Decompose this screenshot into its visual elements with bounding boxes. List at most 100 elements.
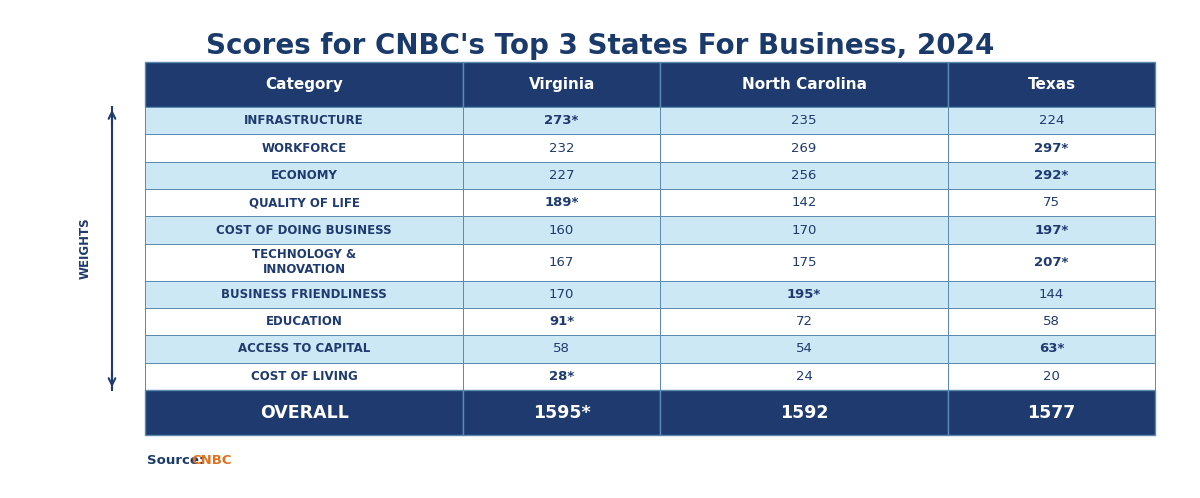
Bar bbox=[463, 244, 660, 281]
Bar bbox=[463, 308, 660, 335]
Bar bbox=[948, 134, 1154, 162]
Text: Category: Category bbox=[265, 77, 343, 92]
Text: COST OF DOING BUSINESS: COST OF DOING BUSINESS bbox=[216, 224, 392, 237]
Text: Virginia: Virginia bbox=[528, 77, 595, 92]
Text: 144: 144 bbox=[1039, 288, 1064, 301]
Bar bbox=[463, 62, 660, 107]
Text: 1577: 1577 bbox=[1027, 403, 1075, 421]
Bar bbox=[660, 62, 948, 107]
Text: 58: 58 bbox=[553, 343, 570, 356]
Bar bbox=[948, 244, 1154, 281]
Bar bbox=[660, 189, 948, 216]
Text: 142: 142 bbox=[791, 196, 817, 209]
Bar bbox=[948, 216, 1154, 244]
Text: 227: 227 bbox=[548, 169, 575, 182]
Text: INFRASTRUCTURE: INFRASTRUCTURE bbox=[245, 114, 364, 127]
Bar bbox=[145, 134, 463, 162]
Bar bbox=[463, 363, 660, 390]
Text: WEIGHTS: WEIGHTS bbox=[78, 218, 91, 279]
Text: 160: 160 bbox=[550, 224, 575, 237]
Bar bbox=[660, 244, 948, 281]
Text: Texas: Texas bbox=[1027, 77, 1075, 92]
Text: 195*: 195* bbox=[787, 288, 821, 301]
Text: 170: 170 bbox=[548, 288, 575, 301]
Bar bbox=[145, 216, 463, 244]
Bar bbox=[463, 107, 660, 134]
Bar bbox=[948, 107, 1154, 134]
Text: North Carolina: North Carolina bbox=[742, 77, 866, 92]
Text: 224: 224 bbox=[1039, 114, 1064, 127]
Bar bbox=[463, 335, 660, 363]
Bar bbox=[948, 62, 1154, 107]
Text: OVERALL: OVERALL bbox=[259, 403, 348, 421]
Bar bbox=[145, 189, 463, 216]
Bar bbox=[463, 281, 660, 308]
Bar bbox=[145, 162, 463, 189]
Text: 1595*: 1595* bbox=[533, 403, 590, 421]
Text: 20: 20 bbox=[1043, 370, 1060, 383]
Text: 58: 58 bbox=[1043, 315, 1060, 328]
Bar bbox=[948, 281, 1154, 308]
Bar bbox=[948, 162, 1154, 189]
Bar bbox=[463, 390, 660, 435]
Text: 63*: 63* bbox=[1039, 343, 1064, 356]
Bar bbox=[145, 62, 463, 107]
Bar bbox=[145, 308, 463, 335]
Text: 197*: 197* bbox=[1034, 224, 1069, 237]
Text: Scores for CNBC's Top 3 States For Business, 2024: Scores for CNBC's Top 3 States For Busin… bbox=[206, 32, 994, 60]
Bar bbox=[948, 308, 1154, 335]
Text: WORKFORCE: WORKFORCE bbox=[262, 141, 347, 154]
Text: 24: 24 bbox=[796, 370, 812, 383]
Text: 75: 75 bbox=[1043, 196, 1060, 209]
Bar bbox=[660, 363, 948, 390]
Text: 256: 256 bbox=[791, 169, 817, 182]
Bar bbox=[145, 335, 463, 363]
Text: 170: 170 bbox=[791, 224, 817, 237]
Text: 1592: 1592 bbox=[780, 403, 828, 421]
Text: Source:: Source: bbox=[148, 454, 209, 467]
Bar bbox=[948, 390, 1154, 435]
Text: 91*: 91* bbox=[550, 315, 574, 328]
Text: ACCESS TO CAPITAL: ACCESS TO CAPITAL bbox=[238, 343, 370, 356]
Text: 292*: 292* bbox=[1034, 169, 1069, 182]
Text: 207*: 207* bbox=[1034, 255, 1069, 269]
Bar bbox=[145, 363, 463, 390]
Text: 297*: 297* bbox=[1034, 141, 1069, 154]
Text: 28*: 28* bbox=[550, 370, 575, 383]
Bar bbox=[948, 335, 1154, 363]
Text: 273*: 273* bbox=[545, 114, 578, 127]
Bar bbox=[463, 134, 660, 162]
Bar bbox=[463, 162, 660, 189]
Text: 232: 232 bbox=[548, 141, 575, 154]
Bar bbox=[948, 189, 1154, 216]
Text: CNBC: CNBC bbox=[191, 454, 232, 467]
Text: ECONOMY: ECONOMY bbox=[271, 169, 337, 182]
Bar bbox=[660, 216, 948, 244]
Bar bbox=[145, 281, 463, 308]
Bar bbox=[660, 390, 948, 435]
Text: QUALITY OF LIFE: QUALITY OF LIFE bbox=[248, 196, 360, 209]
Bar bbox=[660, 134, 948, 162]
Bar bbox=[660, 335, 948, 363]
Bar bbox=[660, 162, 948, 189]
Text: 54: 54 bbox=[796, 343, 812, 356]
Text: 175: 175 bbox=[791, 255, 817, 269]
Text: COST OF LIVING: COST OF LIVING bbox=[251, 370, 358, 383]
Bar bbox=[463, 189, 660, 216]
Bar bbox=[145, 244, 463, 281]
Bar bbox=[145, 107, 463, 134]
Text: BUSINESS FRIENDLINESS: BUSINESS FRIENDLINESS bbox=[221, 288, 386, 301]
Text: 235: 235 bbox=[791, 114, 817, 127]
Text: TECHNOLOGY &
INNOVATION: TECHNOLOGY & INNOVATION bbox=[252, 249, 356, 276]
Bar bbox=[660, 281, 948, 308]
Bar bbox=[660, 308, 948, 335]
Text: 167: 167 bbox=[548, 255, 575, 269]
Bar bbox=[145, 390, 463, 435]
Text: EDUCATION: EDUCATION bbox=[265, 315, 342, 328]
Bar bbox=[463, 216, 660, 244]
Text: 189*: 189* bbox=[545, 196, 578, 209]
Text: 72: 72 bbox=[796, 315, 812, 328]
Bar bbox=[660, 107, 948, 134]
Text: 269: 269 bbox=[792, 141, 817, 154]
Bar bbox=[948, 363, 1154, 390]
